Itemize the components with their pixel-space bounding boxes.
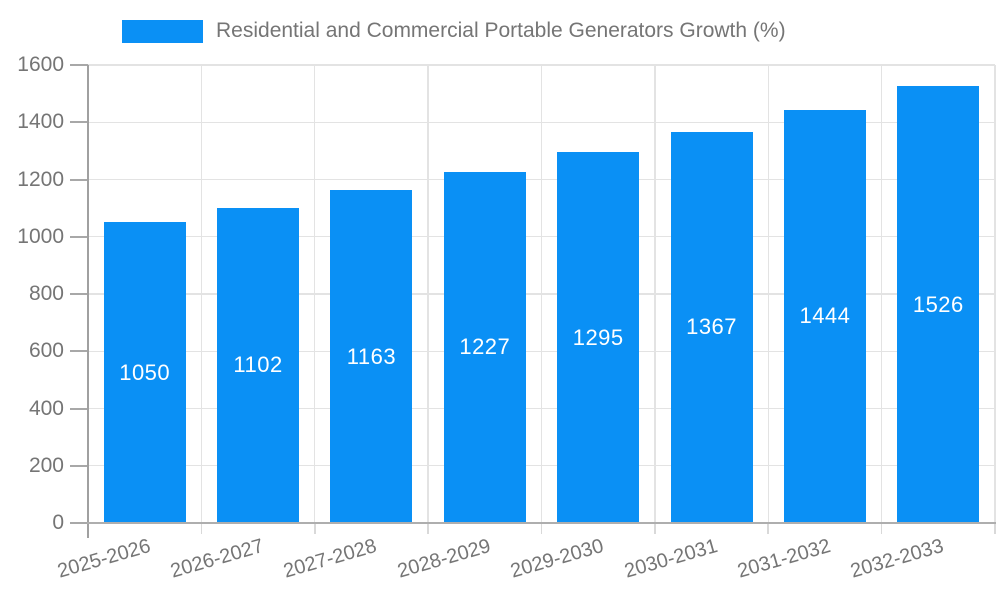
- y-tick-mark: [70, 350, 88, 353]
- bar-value-label: 1444: [799, 303, 851, 329]
- x-tick-mark: [540, 523, 543, 534]
- y-tick-label: 0: [52, 511, 64, 534]
- y-tick-mark: [70, 64, 88, 66]
- bar[interactable]: 1295: [557, 152, 640, 523]
- y-tick-label: 1000: [17, 224, 64, 248]
- x-tick-mark: [994, 523, 996, 534]
- y-tick-mark: [70, 293, 88, 295]
- bar-value-label: 1367: [686, 314, 738, 340]
- bar-value-label: 1295: [572, 324, 624, 350]
- bar[interactable]: 1444: [783, 109, 866, 523]
- x-gridline: [314, 65, 316, 523]
- chart-legend[interactable]: Residential and Commercial Portable Gene…: [122, 19, 786, 43]
- y-tick-label: 1200: [17, 167, 64, 191]
- bar-value-label: 1526: [912, 291, 964, 317]
- x-gridline: [880, 65, 883, 523]
- bar-value-label: 1227: [459, 334, 511, 360]
- x-gridline: [994, 65, 996, 523]
- y-tick-mark: [70, 178, 88, 181]
- y-tick-label: 800: [28, 282, 64, 305]
- bar[interactable]: 1050: [103, 222, 186, 523]
- y-tick-label: 400: [28, 396, 64, 420]
- bar-value-label: 1050: [119, 359, 171, 385]
- y-tick-mark: [70, 121, 88, 124]
- bar[interactable]: 1102: [217, 207, 300, 523]
- chart-title: Residential and Commercial Portable Gene…: [216, 19, 786, 42]
- x-tick-mark: [880, 523, 883, 534]
- x-tick-mark: [427, 523, 429, 534]
- x-gridline: [427, 65, 429, 523]
- bar[interactable]: 1367: [670, 131, 753, 523]
- y-tick-mark: [70, 235, 88, 238]
- y-tick-label: 200: [28, 453, 64, 477]
- legend-swatch-icon: [122, 19, 203, 43]
- y-tick-mark: [70, 464, 88, 467]
- bar-value-label: 1102: [233, 352, 283, 378]
- x-tick-mark: [87, 523, 89, 538]
- y-tick-label: 1400: [17, 110, 64, 134]
- y-tick-label: 1600: [17, 53, 64, 76]
- x-axis-line: [87, 522, 996, 524]
- y-gridline: [88, 64, 995, 66]
- bar-value-label: 1163: [346, 343, 397, 369]
- y-axis-line: [87, 65, 89, 525]
- x-tick-mark: [200, 523, 203, 534]
- x-tick-mark: [767, 523, 770, 534]
- x-gridline: [654, 65, 656, 523]
- bar[interactable]: 1163: [330, 190, 413, 523]
- y-tick-mark: [70, 407, 88, 410]
- bar[interactable]: 1526: [897, 86, 980, 523]
- y-tick-label: 600: [28, 339, 64, 363]
- x-tick-mark: [313, 523, 316, 534]
- y-tick-mark: [70, 522, 88, 524]
- x-gridline: [540, 65, 543, 523]
- x-gridline: [200, 65, 203, 523]
- bar[interactable]: 1227: [443, 171, 526, 523]
- x-gridline: [767, 65, 769, 523]
- x-tick-mark: [654, 523, 656, 534]
